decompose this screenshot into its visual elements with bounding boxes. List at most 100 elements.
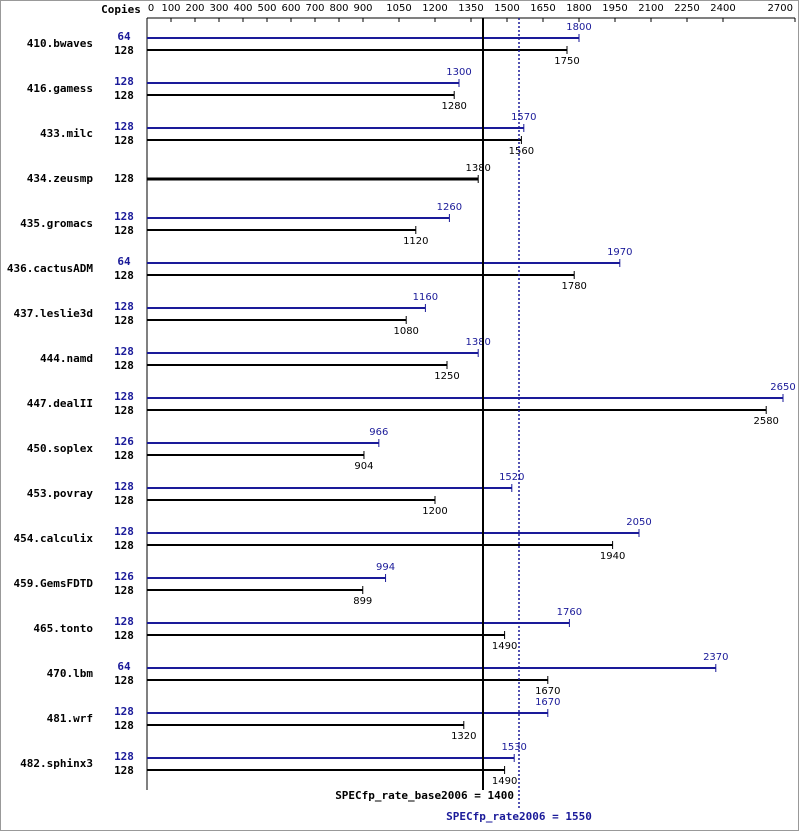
value-label: 1200 [422, 506, 447, 517]
bar [147, 139, 522, 141]
copies-label: 128 [114, 210, 134, 223]
copies-label: 128 [114, 224, 134, 237]
copies-label: 128 [114, 674, 134, 687]
bar [147, 622, 570, 624]
reference-label: SPECfp_rate_base2006 = 1400 [335, 789, 514, 802]
value-label: 1080 [393, 326, 418, 337]
bar [147, 274, 575, 276]
bar [147, 37, 579, 39]
copies-label: 128 [114, 615, 134, 628]
bar [147, 667, 716, 669]
bar [147, 769, 505, 771]
x-tick-label: 600 [281, 3, 300, 14]
value-label: 1970 [607, 247, 632, 258]
x-tick-label: 2100 [638, 3, 663, 14]
copies-label: 128 [114, 359, 134, 372]
value-label: 1250 [434, 371, 459, 382]
copies-label: 64 [117, 255, 131, 268]
bar [147, 352, 479, 354]
benchmark-name: 444.namd [40, 352, 93, 365]
bar [147, 712, 548, 714]
copies-label: 128 [114, 449, 134, 462]
bar [147, 364, 447, 366]
copies-label: 126 [114, 570, 134, 583]
copies-label: 128 [114, 539, 134, 552]
value-label: 1780 [561, 281, 586, 292]
x-tick-label: 1350 [458, 3, 483, 14]
bar [147, 499, 435, 501]
value-label: 2580 [753, 416, 778, 427]
bar [147, 307, 426, 309]
bar [147, 634, 505, 636]
x-tick-label: 100 [161, 3, 180, 14]
copies-label: 128 [114, 404, 134, 417]
value-label: 2050 [626, 517, 651, 528]
benchmark-name: 437.leslie3d [14, 307, 93, 320]
copies-label: 128 [114, 120, 134, 133]
x-tick-label: 200 [185, 3, 204, 14]
benchmark-name: 453.povray [27, 487, 94, 500]
benchmark-name: 482.sphinx3 [20, 757, 93, 770]
copies-label: 64 [117, 660, 131, 673]
copies-header: Copies [101, 3, 141, 16]
reference-label: SPECfp_rate2006 = 1550 [446, 810, 592, 823]
bar [147, 577, 386, 579]
copies-label: 128 [114, 89, 134, 102]
copies-label: 64 [117, 30, 131, 43]
x-tick-label: 2250 [674, 3, 699, 14]
x-tick-label: 500 [257, 3, 276, 14]
value-label: 1120 [403, 236, 428, 247]
value-label: 1670 [535, 686, 560, 697]
value-label: 1750 [554, 56, 579, 67]
value-label: 1380 [465, 163, 490, 174]
value-label: 1570 [511, 112, 536, 123]
value-label: 1300 [446, 67, 471, 78]
x-tick-label: 300 [209, 3, 228, 14]
benchmark-name: 447.dealII [27, 397, 93, 410]
value-label: 2370 [703, 652, 728, 663]
bar [147, 409, 767, 411]
x-tick-label: 1950 [602, 3, 627, 14]
x-tick-label: 700 [305, 3, 324, 14]
copies-label: 128 [114, 629, 134, 642]
value-label: 1670 [535, 697, 560, 708]
copies-label: 128 [114, 705, 134, 718]
value-label: 1320 [451, 731, 476, 742]
value-label: 1490 [492, 641, 517, 652]
value-label: 904 [354, 461, 373, 472]
x-tick-label: 2700 [768, 3, 793, 14]
value-label: 1800 [566, 22, 591, 33]
value-label: 1940 [600, 551, 625, 562]
copies-label: 128 [114, 172, 134, 185]
value-label: 2650 [770, 382, 795, 393]
benchmark-name: 434.zeusmp [27, 172, 94, 185]
value-label: 994 [376, 562, 395, 573]
bar [147, 262, 620, 264]
bar [147, 217, 450, 219]
bar [147, 397, 783, 399]
bar [147, 724, 464, 726]
value-label: 1490 [492, 776, 517, 787]
benchmark-name: 436.cactusADM [7, 262, 93, 275]
x-tick-label: 800 [329, 3, 348, 14]
copies-label: 128 [114, 750, 134, 763]
x-tick-label: 0 [148, 3, 154, 14]
copies-label: 128 [114, 494, 134, 507]
benchmark-name: 481.wrf [47, 712, 93, 725]
bar [147, 49, 567, 51]
benchmark-name: 465.tonto [33, 622, 93, 635]
copies-label: 128 [114, 269, 134, 282]
value-label: 1380 [465, 337, 490, 348]
copies-label: 128 [114, 480, 134, 493]
x-tick-label: 1800 [566, 3, 591, 14]
value-label: 1530 [501, 742, 526, 753]
benchmark-name: 470.lbm [47, 667, 94, 680]
copies-label: 128 [114, 314, 134, 327]
copies-label: 128 [114, 300, 134, 313]
bar [147, 82, 459, 84]
bar [147, 454, 364, 456]
x-tick-label: 900 [353, 3, 372, 14]
copies-label: 128 [114, 390, 134, 403]
x-tick-label: 1200 [422, 3, 447, 14]
